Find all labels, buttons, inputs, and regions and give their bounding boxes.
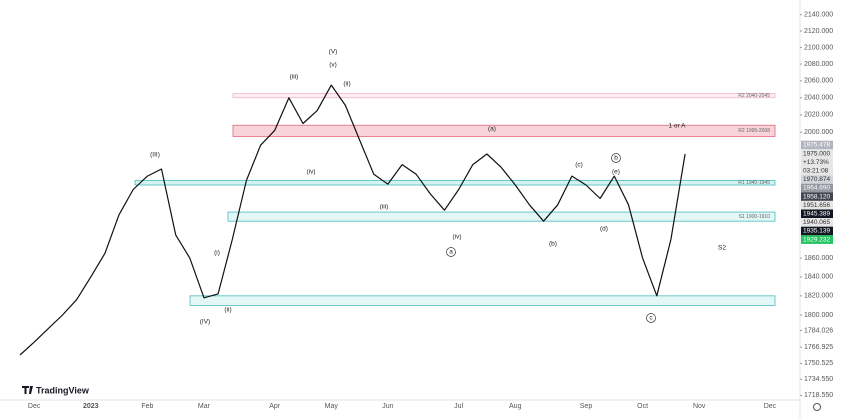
x-tick-label: Aug — [509, 403, 522, 410]
price-tag-bg — [801, 183, 833, 193]
zone-label: S1 1900-1910 — [739, 214, 771, 220]
wave-label: (iv) — [306, 169, 315, 176]
price-tag: 1951.656 — [803, 202, 830, 209]
x-tick-label: Apr — [269, 403, 281, 410]
wave-label: 1 or A — [669, 123, 687, 130]
zone — [227, 211, 776, 222]
y-tick-label: 2040.000 — [804, 95, 833, 102]
price-tag: 1975.000 — [803, 150, 830, 157]
y-tick-label: 1860.000 — [804, 255, 833, 262]
y-tick-label: 2020.000 — [804, 112, 833, 119]
annotation-circle — [446, 247, 456, 257]
zone — [134, 180, 776, 186]
price-tag-bg — [801, 166, 833, 176]
price-line — [19, 84, 686, 356]
wave-label: (iii) — [380, 204, 389, 211]
logo-icon — [22, 386, 33, 394]
price-tag-bg — [801, 218, 833, 227]
price-tag-bg — [801, 226, 833, 236]
wave-label: (e) — [612, 169, 620, 176]
price-tag: 1964.690 — [803, 185, 830, 192]
wave-label: (iv) — [452, 234, 461, 241]
wave-label: S2 — [718, 245, 726, 252]
price-tag-bg — [801, 200, 833, 210]
wave-label: a — [449, 249, 453, 256]
y-tick-label: 1820.000 — [804, 293, 833, 300]
annotation-circle — [611, 153, 621, 163]
y-tick-label: 1718.550 — [804, 392, 833, 399]
zone-label: R1 1940-1945 — [738, 180, 770, 186]
wave-label: (d) — [600, 226, 608, 233]
price-tag-bg — [801, 175, 833, 184]
logo-text: TradingView — [36, 385, 90, 395]
y-tick-label: 1766.925 — [804, 344, 833, 351]
y-tick-label: 1750.525 — [804, 360, 833, 367]
zone-label: R2 1995-2008 — [738, 128, 770, 134]
x-tick-label: Dec — [764, 403, 777, 410]
wave-label: (a) — [488, 126, 496, 133]
wave-label: (c) — [575, 162, 583, 169]
logo: TradingView — [22, 385, 90, 395]
price-tag-bg — [801, 157, 833, 167]
x-tick-label: Feb — [141, 403, 153, 410]
y-tick-label: 2060.000 — [804, 78, 833, 85]
zone — [232, 93, 776, 99]
wave-label: (ii) — [343, 81, 350, 88]
y-tick-label: 1840.000 — [804, 274, 833, 281]
price-tag-bg — [801, 192, 833, 201]
x-tick-label: 2023 — [83, 403, 99, 410]
wave-label: (i) — [214, 250, 220, 257]
y-tick-label: 2000.000 — [804, 129, 833, 136]
y-tick-label: 2080.000 — [804, 61, 833, 68]
wave-label: (ii) — [224, 307, 231, 314]
settings-icon[interactable] — [813, 403, 821, 411]
wave-label: (b) — [549, 241, 557, 248]
price-tag-bg — [801, 140, 833, 150]
zone-label: R2 2040-2045 — [738, 93, 770, 99]
price-tag: 1945.389 — [803, 211, 830, 218]
price-tag: 1958.120 — [803, 193, 830, 200]
annotation-circle — [646, 313, 656, 323]
wave-label: (v) — [329, 62, 337, 69]
price-tag: 1940.065 — [803, 219, 830, 226]
zone — [189, 295, 776, 306]
y-tick-label: 1734.550 — [804, 376, 833, 383]
x-tick-label: Nov — [693, 403, 706, 410]
x-tick-label: Jun — [382, 403, 393, 410]
price-tag-bg — [801, 149, 833, 158]
price-tag: 1970.874 — [803, 176, 830, 183]
x-tick-label: Oct — [637, 403, 648, 410]
x-tick-label: Dec — [28, 403, 41, 410]
price-tag-bg — [801, 209, 833, 219]
x-tick-label: Jul — [454, 403, 463, 410]
wave-label: (IV) — [200, 319, 210, 326]
price-tag: +13.73% — [803, 159, 829, 166]
wave-label: b — [614, 155, 618, 162]
y-tick-label: 2140.000 — [804, 12, 833, 19]
wave-label: c — [649, 315, 653, 322]
wave-label: (iii) — [290, 74, 299, 81]
y-tick-label: 1800.000 — [804, 312, 833, 319]
price-tag: 1975.478 — [803, 142, 830, 149]
wave-label: (III) — [150, 152, 160, 159]
x-tick-label: Mar — [198, 403, 211, 410]
price-tag: 1935.139 — [803, 228, 830, 235]
x-tick-label: Sep — [580, 403, 593, 410]
y-tick-label: 1784.026 — [804, 327, 833, 334]
price-tag: 03:21:08 — [803, 168, 829, 175]
y-tick-label: 2100.000 — [804, 44, 833, 51]
x-tick-label: May — [325, 403, 339, 410]
zone — [232, 124, 776, 137]
price-tag: 1929.232 — [803, 236, 830, 243]
price-tag-bg — [801, 235, 833, 244]
wave-label: (V) — [329, 49, 338, 56]
y-tick-label: 2120.000 — [804, 28, 833, 35]
settings-circle[interactable] — [813, 403, 821, 411]
